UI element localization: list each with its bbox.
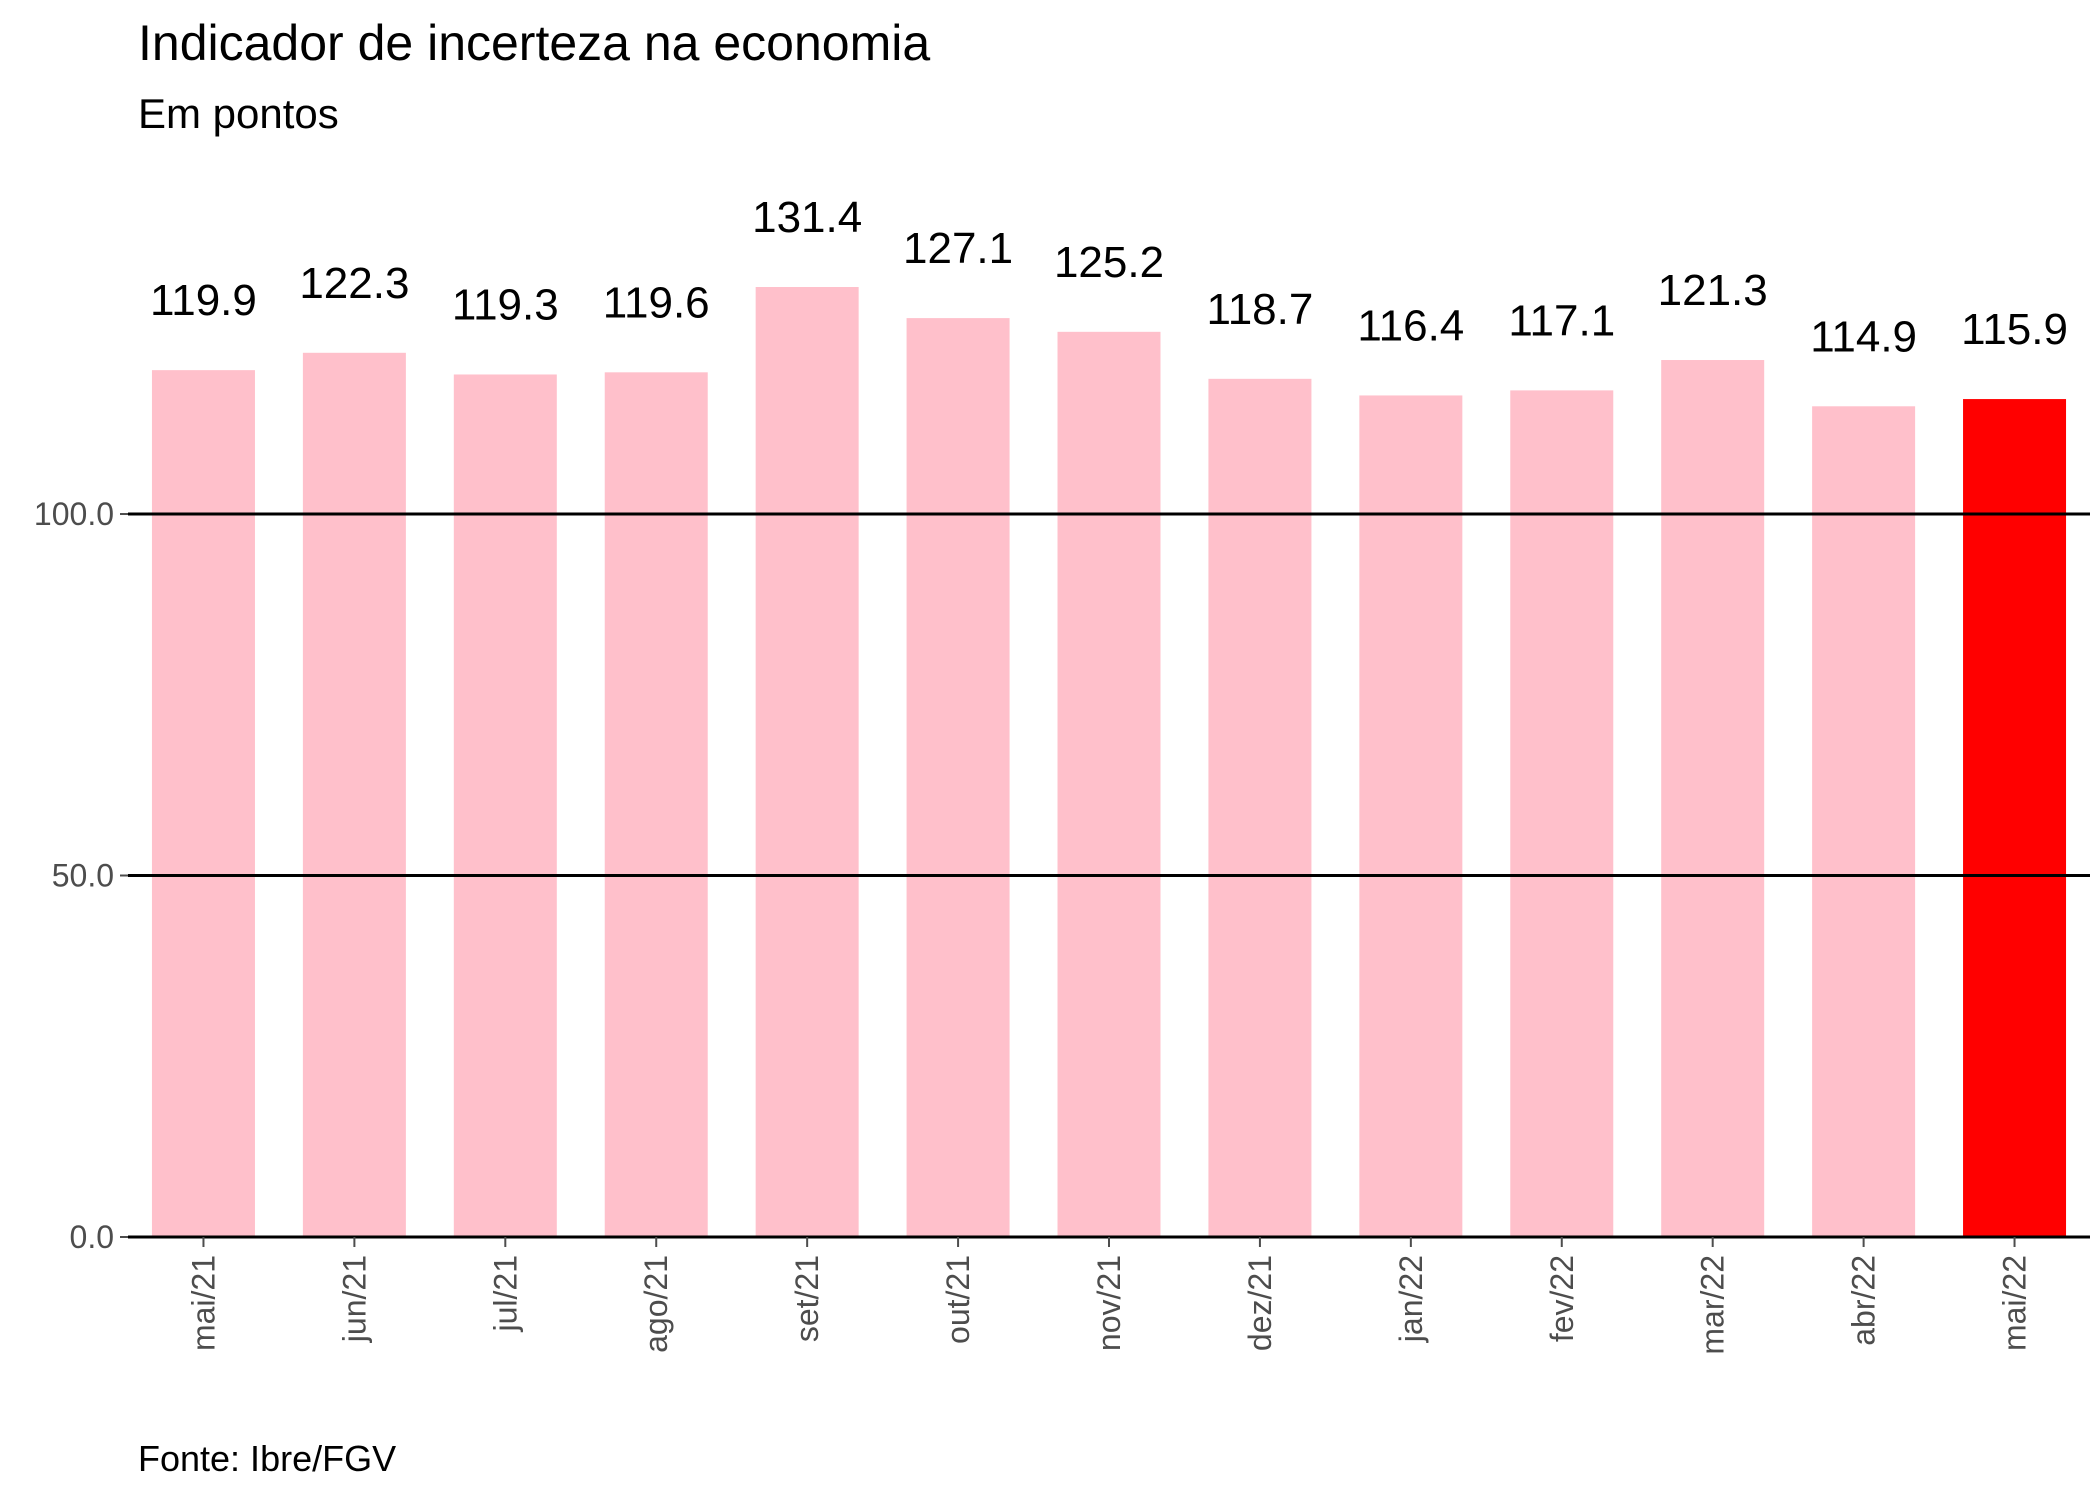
bar-nov-21 (1057, 331, 1161, 1237)
bar-ago-21 (604, 372, 708, 1237)
bar-mai-22 (1963, 399, 2067, 1238)
bar-jan-22 (1359, 395, 1463, 1237)
bar-mar-22 (1661, 360, 1765, 1237)
bar-dez-21 (1208, 378, 1312, 1238)
x-tick-label-out-21: out/21 (940, 1255, 976, 1344)
data-label-nov-21: 125.2 (1054, 238, 1164, 287)
chart-subtitle: Em pontos (138, 90, 339, 137)
x-tick-label-ago-21: ago/21 (638, 1255, 674, 1353)
x-tick-label-dez-21: dez/21 (1242, 1255, 1278, 1351)
data-labels: 119.9 122.3 119.3 119.6 131.4 127.1 125.2 118.7… (150, 193, 2068, 361)
bar-out-21 (906, 318, 1010, 1238)
x-tick-label-mai-21: mai/21 (185, 1255, 221, 1351)
x-tick-label-mar-22: mar/22 (1695, 1255, 1731, 1355)
bar-set-21 (755, 287, 859, 1237)
x-tick-label-jun-21: jun/21 (336, 1255, 372, 1343)
bars (151, 287, 2067, 1238)
data-label-jan-22: 116.4 (1357, 301, 1464, 350)
axes: 0.0 50.0 100.0 mai/21 jun/21 jul/21 ago/21 set/… (34, 496, 2090, 1355)
y-tick-label-100: 100.0 (34, 496, 114, 532)
x-tick-label-set-21: set/21 (789, 1255, 825, 1342)
bar-jul-21 (453, 374, 557, 1238)
y-tick-label-0: 0.0 (70, 1219, 114, 1255)
x-tick-label-jul-21: jul/21 (487, 1255, 523, 1333)
bar-abr-22 (1812, 406, 1916, 1237)
chart-title: Indicador de incerteza na economia (138, 15, 931, 71)
data-label-out-21: 127.1 (903, 224, 1013, 273)
data-label-dez-21: 118.7 (1207, 285, 1314, 334)
chart-caption: Fonte: Ibre/FGV (138, 1438, 397, 1479)
data-label-mar-22: 121.3 (1658, 266, 1768, 315)
x-tick-label-fev-22: fev/22 (1544, 1255, 1580, 1342)
data-label-fev-22: 117.1 (1508, 296, 1615, 345)
x-tick-label-jan-22: jan/22 (1393, 1255, 1429, 1343)
x-tick-label-mai-22: mai/22 (1997, 1255, 2033, 1351)
y-tick-label-50: 50.0 (52, 858, 114, 894)
bar-mai-21 (151, 370, 255, 1237)
data-label-jun-21: 122.3 (299, 259, 409, 308)
data-label-abr-22: 114.9 (1810, 312, 1917, 361)
data-label-set-21: 131.4 (752, 193, 862, 242)
data-label-jul-21: 119.3 (452, 280, 559, 329)
data-label-mai-21: 119.9 (150, 276, 257, 325)
data-label-mai-22: 115.9 (1961, 305, 2068, 354)
x-tick-label-nov-21: nov/21 (1091, 1255, 1127, 1351)
bar-jun-21 (302, 352, 406, 1237)
data-label-ago-21: 119.6 (603, 278, 710, 327)
bar-fev-22 (1510, 390, 1614, 1237)
x-tick-label-abr-22: abr/22 (1846, 1255, 1882, 1346)
